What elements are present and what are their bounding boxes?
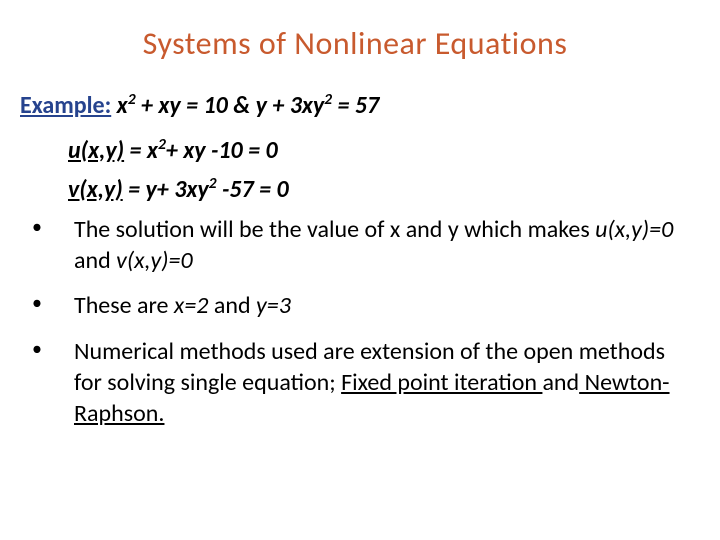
- equation-v: v(x,y) = y+ 3xy2 -57 = 0: [68, 175, 690, 204]
- example-label: Example:: [20, 91, 111, 120]
- example-equation: x2 + xy = 10 & y + 3xy2 = 57: [117, 91, 380, 120]
- u-rhs: = x2+ xy -10 = 0: [124, 136, 278, 165]
- bullet-item-1: The solution will be the value of x and …: [20, 214, 690, 276]
- slide-title: Systems of Nonlinear Equations: [20, 24, 690, 63]
- equation-u: u(x,y) = x2+ xy -10 = 0: [68, 136, 690, 165]
- v-lhs: v(x,y): [68, 175, 123, 204]
- example-line: Example: x2 + xy = 10 & y + 3xy2 = 57: [20, 91, 690, 120]
- u-lhs: u(x,y): [68, 136, 124, 165]
- bullet-item-2: These are x=2 and y=3: [20, 290, 690, 321]
- slide-container: Systems of Nonlinear Equations Example: …: [0, 0, 720, 540]
- bullet-item-3: Numerical methods used are extension of …: [20, 336, 690, 430]
- v-rhs: = y+ 3xy2 -57 = 0: [123, 175, 289, 204]
- bullet-list: The solution will be the value of x and …: [20, 214, 690, 429]
